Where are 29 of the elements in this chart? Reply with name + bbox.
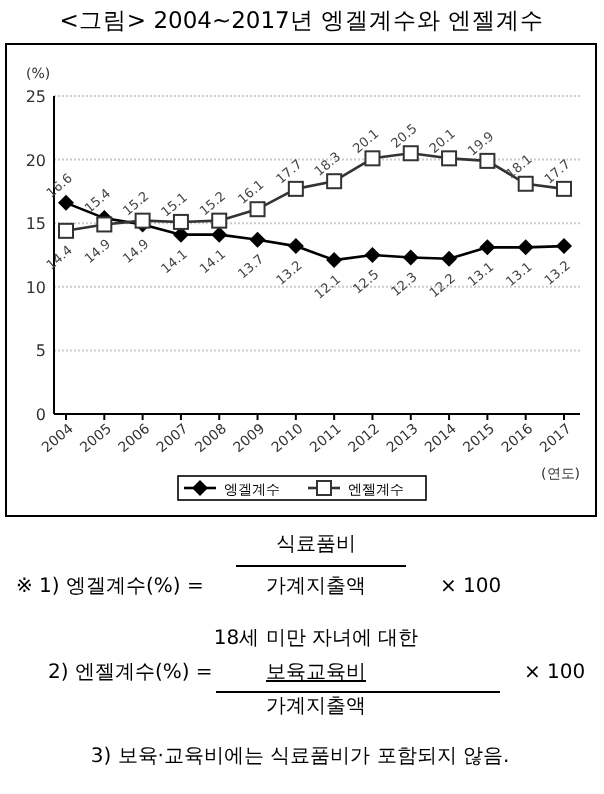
point (479, 239, 496, 256)
text: 식료품비 (276, 534, 356, 556)
text: ※ 1) 엥겔계수(%) = (16, 576, 204, 598)
point (211, 226, 228, 243)
point (287, 238, 304, 255)
y-tick-label: 25 (25, 88, 46, 106)
y-tick-label: 20 (25, 151, 46, 170)
text: 2) 엔젤계수(%) = (48, 662, 213, 684)
point (96, 216, 113, 233)
y-tick-label: 15 (25, 215, 46, 234)
text: 가계지출액 (266, 696, 366, 718)
text: 3) 보육·교육비에는 식료품비가 포함되지 않음. (90, 746, 510, 768)
text: × 100 (440, 576, 502, 598)
point (441, 250, 458, 267)
point (326, 252, 343, 269)
point (556, 238, 572, 255)
text: 18세 미만 자녀에 대한 (213, 628, 419, 650)
chart-title: <그림> 2004~2017년 엥겔계수와 엔젤계수 (59, 6, 545, 34)
text: 보육교육비 (266, 662, 366, 684)
point (364, 247, 381, 263)
point (249, 231, 266, 248)
y-tick-label: 5 (35, 342, 46, 361)
point (402, 249, 419, 266)
point (517, 239, 534, 256)
text: 가계지출액 (266, 576, 366, 598)
y-tick-label: 0 (35, 406, 46, 424)
point (58, 222, 74, 239)
y-tick-label: 10 (25, 278, 46, 297)
text: × 100 (524, 662, 586, 684)
